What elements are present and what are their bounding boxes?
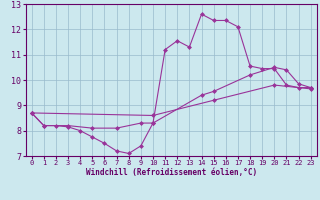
X-axis label: Windchill (Refroidissement éolien,°C): Windchill (Refroidissement éolien,°C) [86, 168, 257, 177]
